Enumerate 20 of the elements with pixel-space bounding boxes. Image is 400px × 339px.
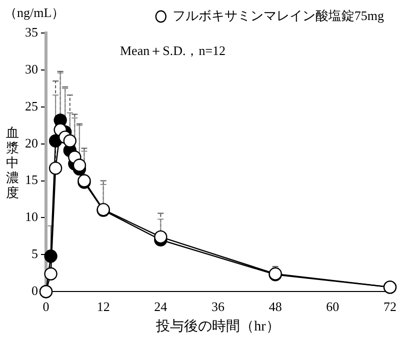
x-tick-label: 48 <box>268 298 282 314</box>
x-tick-label: 72 <box>384 298 396 314</box>
y-tick-label: 35 <box>25 24 38 40</box>
x-axis-title: 投与後の時間（hr） <box>155 318 280 334</box>
x-tick-label: 12 <box>96 298 110 314</box>
y-tick-label: 30 <box>25 61 38 76</box>
y-tick-label: 0 <box>32 283 38 298</box>
x-tick-label: 0 <box>42 298 50 314</box>
annotation: Mean＋S.D.，n=12 <box>120 42 226 60</box>
x-tick-label: 60 <box>326 298 340 314</box>
legend-label: フルボキサミンマレイン酸塩錠75mg <box>172 8 384 23</box>
text: （ng/mL） <box>4 4 65 22</box>
y-tick-label: 25 <box>25 98 38 114</box>
y-tick-label: 10 <box>25 209 38 224</box>
y-tick-label: 20 <box>25 135 38 150</box>
y-tick-label: 5 <box>32 246 38 262</box>
y-axis-title: 血漿中濃度 <box>6 125 20 200</box>
x-tick-label: 24 <box>154 298 168 314</box>
y-tick-label: 15 <box>25 172 38 188</box>
x-tick-label: 36 <box>212 298 225 314</box>
